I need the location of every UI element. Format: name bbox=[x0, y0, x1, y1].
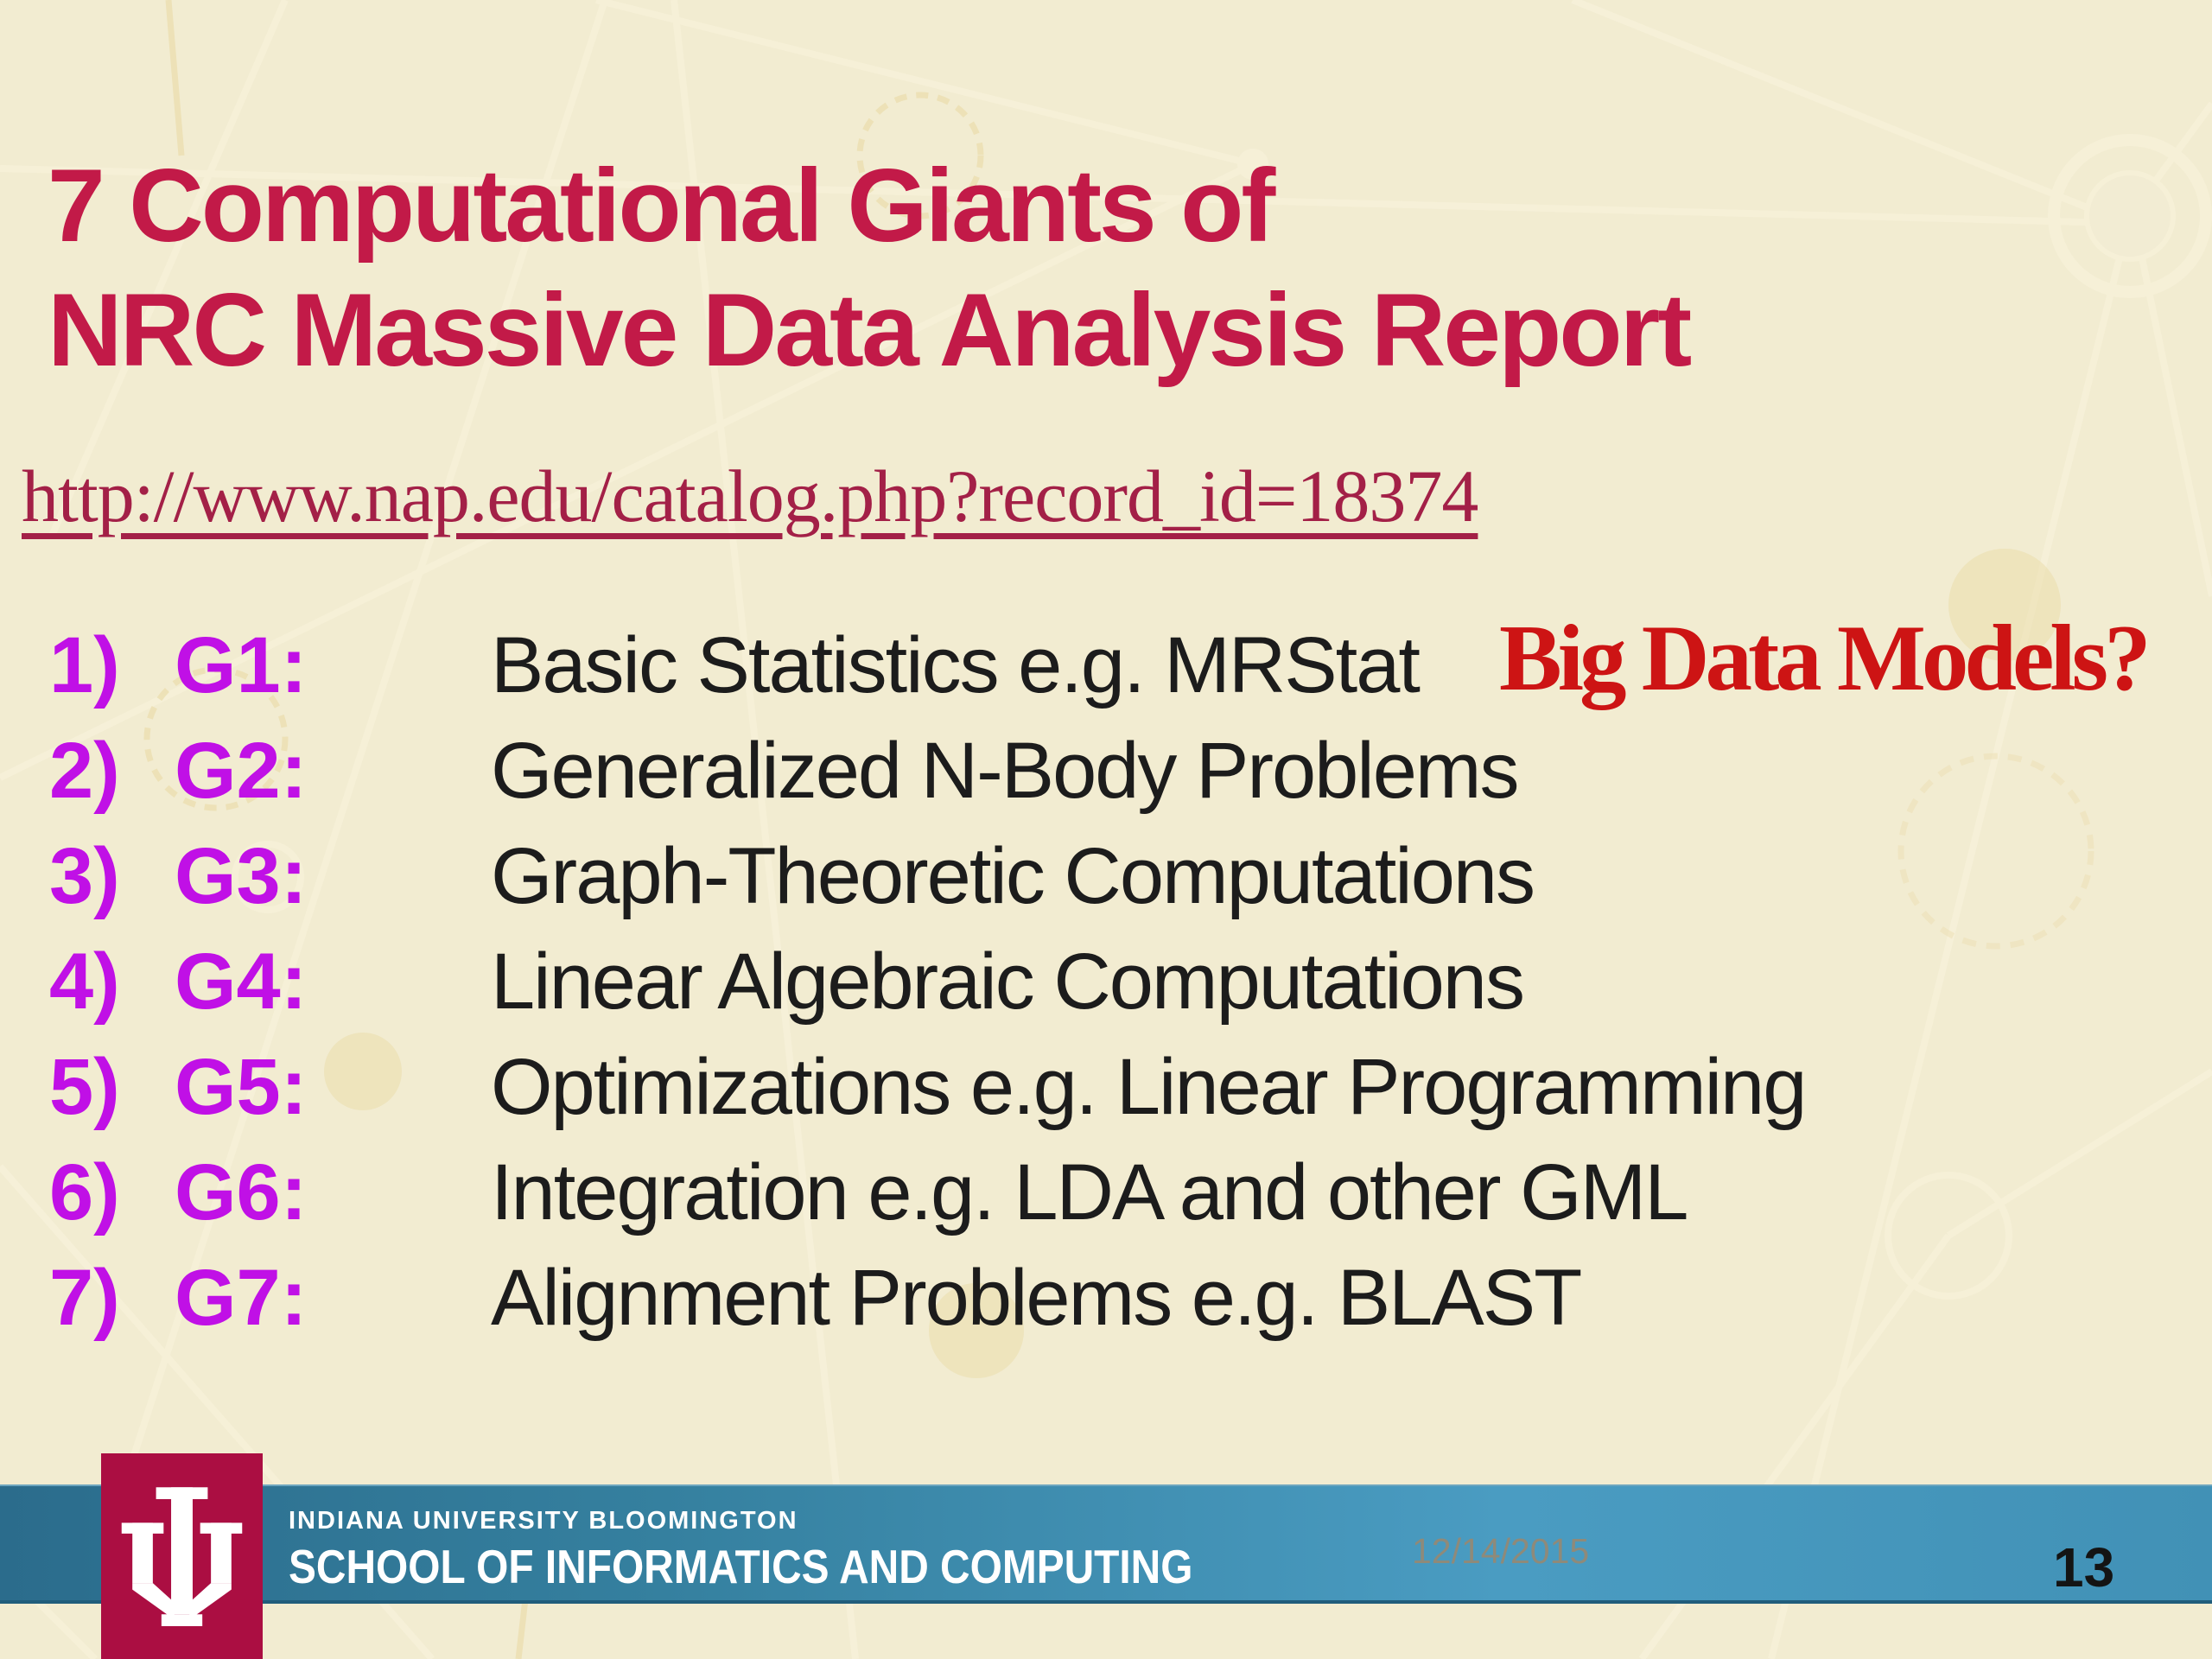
giant-number: 4) bbox=[49, 938, 120, 1026]
giant-row: 2) G2: Generalized N-Body Problems bbox=[49, 718, 1907, 823]
giant-number: 7) bbox=[49, 1254, 120, 1342]
giant-description: Optimizations e.g. Linear Programming bbox=[491, 1043, 1807, 1131]
giant-row: 7) G7: Alignment Problems e.g. BLAST bbox=[49, 1245, 1907, 1351]
report-url-link[interactable]: http://www.nap.edu/catalog.php?record_id… bbox=[22, 454, 1478, 537]
giant-code: G4: bbox=[175, 938, 308, 1026]
giant-row: 6) G6: Integration e.g. LDA and other GM… bbox=[49, 1140, 1907, 1245]
iu-trident-icon bbox=[121, 1487, 243, 1626]
giant-row: 4) G4: Linear Algebraic Computations bbox=[49, 929, 1907, 1034]
giant-number: 5) bbox=[49, 1043, 120, 1131]
giant-description: Integration e.g. LDA and other GML bbox=[491, 1148, 1688, 1236]
giant-description: Graph-Theoretic Computations bbox=[491, 832, 1535, 920]
org-name-line1: INDIANA UNIVERSITY BLOOMINGTON bbox=[289, 1507, 798, 1535]
giant-number: 1) bbox=[49, 621, 120, 709]
giant-description: Alignment Problems e.g. BLAST bbox=[491, 1254, 1582, 1342]
slide-date: 12/14/2015 bbox=[1412, 1531, 1590, 1571]
giant-code: G3: bbox=[175, 832, 308, 920]
giant-code: G2: bbox=[175, 727, 308, 815]
page-title: 7 Computational Giants of NRC Massive Da… bbox=[48, 143, 1692, 392]
giant-number: 2) bbox=[49, 727, 120, 815]
footer-bar bbox=[0, 1484, 2212, 1604]
giant-number: 3) bbox=[49, 832, 120, 920]
giant-code: G1: bbox=[175, 621, 308, 709]
giant-description: Linear Algebraic Computations bbox=[491, 938, 1525, 1026]
giant-number: 6) bbox=[49, 1148, 120, 1236]
giant-code: G6: bbox=[175, 1148, 308, 1236]
title-line-1: 7 Computational Giants of bbox=[48, 148, 1275, 264]
giant-row: 5) G5: Optimizations e.g. Linear Program… bbox=[49, 1034, 1907, 1140]
giant-code: G7: bbox=[175, 1254, 308, 1342]
giant-description: Basic Statistics e.g. MRStat bbox=[491, 621, 1421, 709]
giants-list: 1) G1: Basic Statistics e.g. MRStat 2) G… bbox=[49, 613, 1907, 1351]
org-name-line2: SCHOOL OF INFORMATICS AND COMPUTING bbox=[289, 1540, 1193, 1593]
big-data-models-annotation: Big Data Models? bbox=[1499, 606, 2152, 710]
giant-row: 3) G3: Graph-Theoretic Computations bbox=[49, 823, 1907, 929]
giant-description: Generalized N-Body Problems bbox=[491, 727, 1520, 815]
iu-logo-block bbox=[101, 1453, 263, 1659]
title-line-2: NRC Massive Data Analysis Report bbox=[48, 272, 1692, 388]
giant-code: G5: bbox=[175, 1043, 308, 1131]
slide-page-number: 13 bbox=[2053, 1536, 2115, 1599]
giant-row: 1) G1: Basic Statistics e.g. MRStat bbox=[49, 613, 1907, 718]
